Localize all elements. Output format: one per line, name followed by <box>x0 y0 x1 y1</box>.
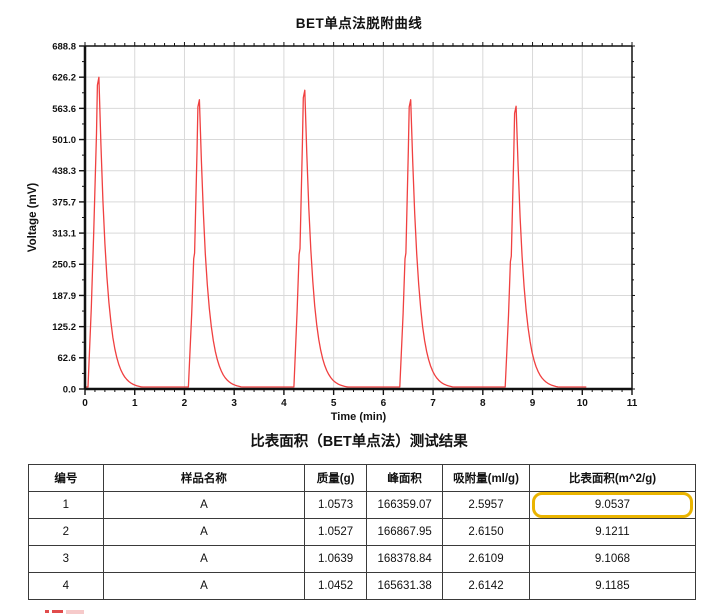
y-tick-label: 250.5 <box>52 260 76 271</box>
x-tick-label: 7 <box>430 398 436 409</box>
table-cell: 2.6142 <box>442 572 530 600</box>
x-tick-label: 2 <box>182 398 188 409</box>
table-cell: 1.0452 <box>304 572 368 600</box>
y-tick-label: 438.3 <box>52 166 76 177</box>
table-cell: 9.1185 <box>528 572 697 600</box>
column-header: 峰面积 <box>366 464 444 492</box>
y-axis: 0.0 62.6 125.2 187.9 250.5 313.1 375.7 438.3 501… <box>27 41 635 395</box>
table-cell: 4 <box>28 572 104 600</box>
results-table: 编号 样品名称 质量(g) 峰面积 吸附量(ml/g) 比表面积(m^2/g) 1 A 1.0… <box>28 464 697 600</box>
table-cell: 9.1068 <box>528 545 697 573</box>
table-cell: 1.0527 <box>304 518 368 546</box>
signal-curve <box>85 76 587 388</box>
table-cell: 1 <box>28 491 104 519</box>
clipped-red-mark-dot <box>45 610 49 613</box>
y-tick-label: 563.6 <box>52 104 76 115</box>
x-tick-label: 9 <box>530 398 536 409</box>
y-tick-label: 0.0 <box>63 384 76 395</box>
column-header: 编号 <box>28 464 104 492</box>
table-cell: 166867.95 <box>366 518 444 546</box>
table-cell: 3 <box>28 545 104 573</box>
table-cell: 2.6109 <box>442 545 530 573</box>
x-tick-label: 8 <box>480 398 486 409</box>
y-tick-label: 313.1 <box>52 228 76 239</box>
table-body: 1 A 1.0573 166359.07 2.5957 9.0537 2 A 1.0527 166… <box>28 491 697 600</box>
y-tick-label: 375.7 <box>52 197 76 208</box>
highlight-ring <box>531 492 693 518</box>
table-row: 2 A 1.0527 166867.95 2.6150 9.1211 <box>28 518 697 546</box>
table-row: 4 A 1.0452 165631.38 2.6142 9.1185 <box>28 572 697 600</box>
table-cell: 1.0639 <box>304 545 368 573</box>
x-axis-title: Time (min) <box>331 411 387 423</box>
highlighted-cell: 9.0537 <box>528 491 697 519</box>
table-row: 1 A 1.0573 166359.07 2.5957 9.0537 <box>28 491 697 519</box>
table-cell: 1.0573 <box>304 491 368 519</box>
column-header: 比表面积(m^2/g) <box>528 464 697 492</box>
x-tick-label: 6 <box>381 398 387 409</box>
table-cell: 168378.84 <box>366 545 444 573</box>
y-tick-label: 626.2 <box>52 73 76 84</box>
table-cell: 2.5957 <box>442 491 530 519</box>
y-axis-title: Voltage (mV) <box>27 183 39 253</box>
chart-title: BET单点法脱附曲线 <box>295 16 423 31</box>
table-cell: A <box>102 491 306 519</box>
table-cell: 2.6150 <box>442 518 530 546</box>
table-cell: 9.1211 <box>528 518 697 546</box>
column-header: 吸附量(ml/g) <box>442 464 530 492</box>
y-tick-label: 688.8 <box>52 41 76 52</box>
x-tick-label: 3 <box>231 398 237 409</box>
y-tick-label: 62.6 <box>58 353 77 364</box>
table-cell: 2 <box>28 518 104 546</box>
results-table-title: 比表面积（BET单点法）测试结果 <box>250 434 468 450</box>
y-tick-label: 501.0 <box>52 135 76 146</box>
table-cell: 165631.38 <box>366 572 444 600</box>
x-axis: 0 1 2 3 4 5 6 7 8 9 10 11 Time (min) <box>82 42 638 423</box>
column-header: 样品名称 <box>102 464 306 492</box>
x-tick-label: 5 <box>331 398 337 409</box>
x-tick-label: 1 <box>132 398 138 409</box>
x-tick-label: 0 <box>82 398 88 409</box>
plot-frame <box>83 45 633 391</box>
table-row: 3 A 1.0639 168378.84 2.6109 9.1068 <box>28 545 697 573</box>
column-header: 质量(g) <box>304 464 368 492</box>
clipped-red-mark-faint <box>66 610 84 614</box>
table-header: 编号 样品名称 质量(g) 峰面积 吸附量(ml/g) 比表面积(m^2/g) <box>28 464 697 492</box>
desorption-curve-chart: 0 1 2 3 4 5 6 7 8 9 10 11 Time (min) 0.0 62.6 125.2 187.… <box>27 41 638 423</box>
y-tick-label: 187.9 <box>52 291 76 302</box>
table-cell: A <box>102 572 306 600</box>
x-tick-label: 11 <box>627 398 638 409</box>
table-cell: A <box>102 545 306 573</box>
table-cell: 166359.07 <box>366 491 444 519</box>
header-row: 编号 样品名称 质量(g) 峰面积 吸附量(ml/g) 比表面积(m^2/g) <box>28 464 697 492</box>
grid-lines <box>85 46 632 389</box>
x-tick-label: 4 <box>281 398 287 409</box>
table-cell: A <box>102 518 306 546</box>
x-tick-label: 10 <box>577 398 589 409</box>
clipped-red-mark-dash <box>52 610 63 613</box>
y-tick-label: 125.2 <box>52 322 76 333</box>
